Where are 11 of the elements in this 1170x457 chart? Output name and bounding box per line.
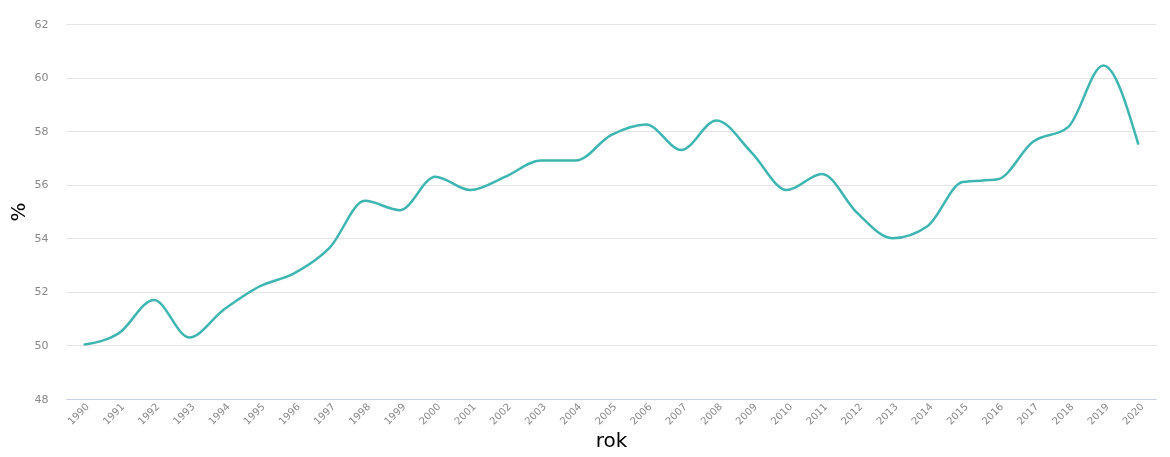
y-axis-title: %: [5, 202, 30, 222]
y-tick-label: 56: [34, 178, 49, 192]
y-tick-label: 62: [34, 17, 49, 31]
y-tick-label: 48: [34, 392, 49, 406]
y-tick-label: 60: [34, 71, 49, 85]
line-series: [82, 64, 1140, 346]
y-tick-label: 50: [34, 338, 49, 352]
y-tick-label: 58: [34, 124, 49, 138]
y-tick-label: 52: [34, 285, 49, 299]
y-tick-label: 54: [34, 231, 49, 245]
x-axis-title: rok: [595, 427, 628, 452]
